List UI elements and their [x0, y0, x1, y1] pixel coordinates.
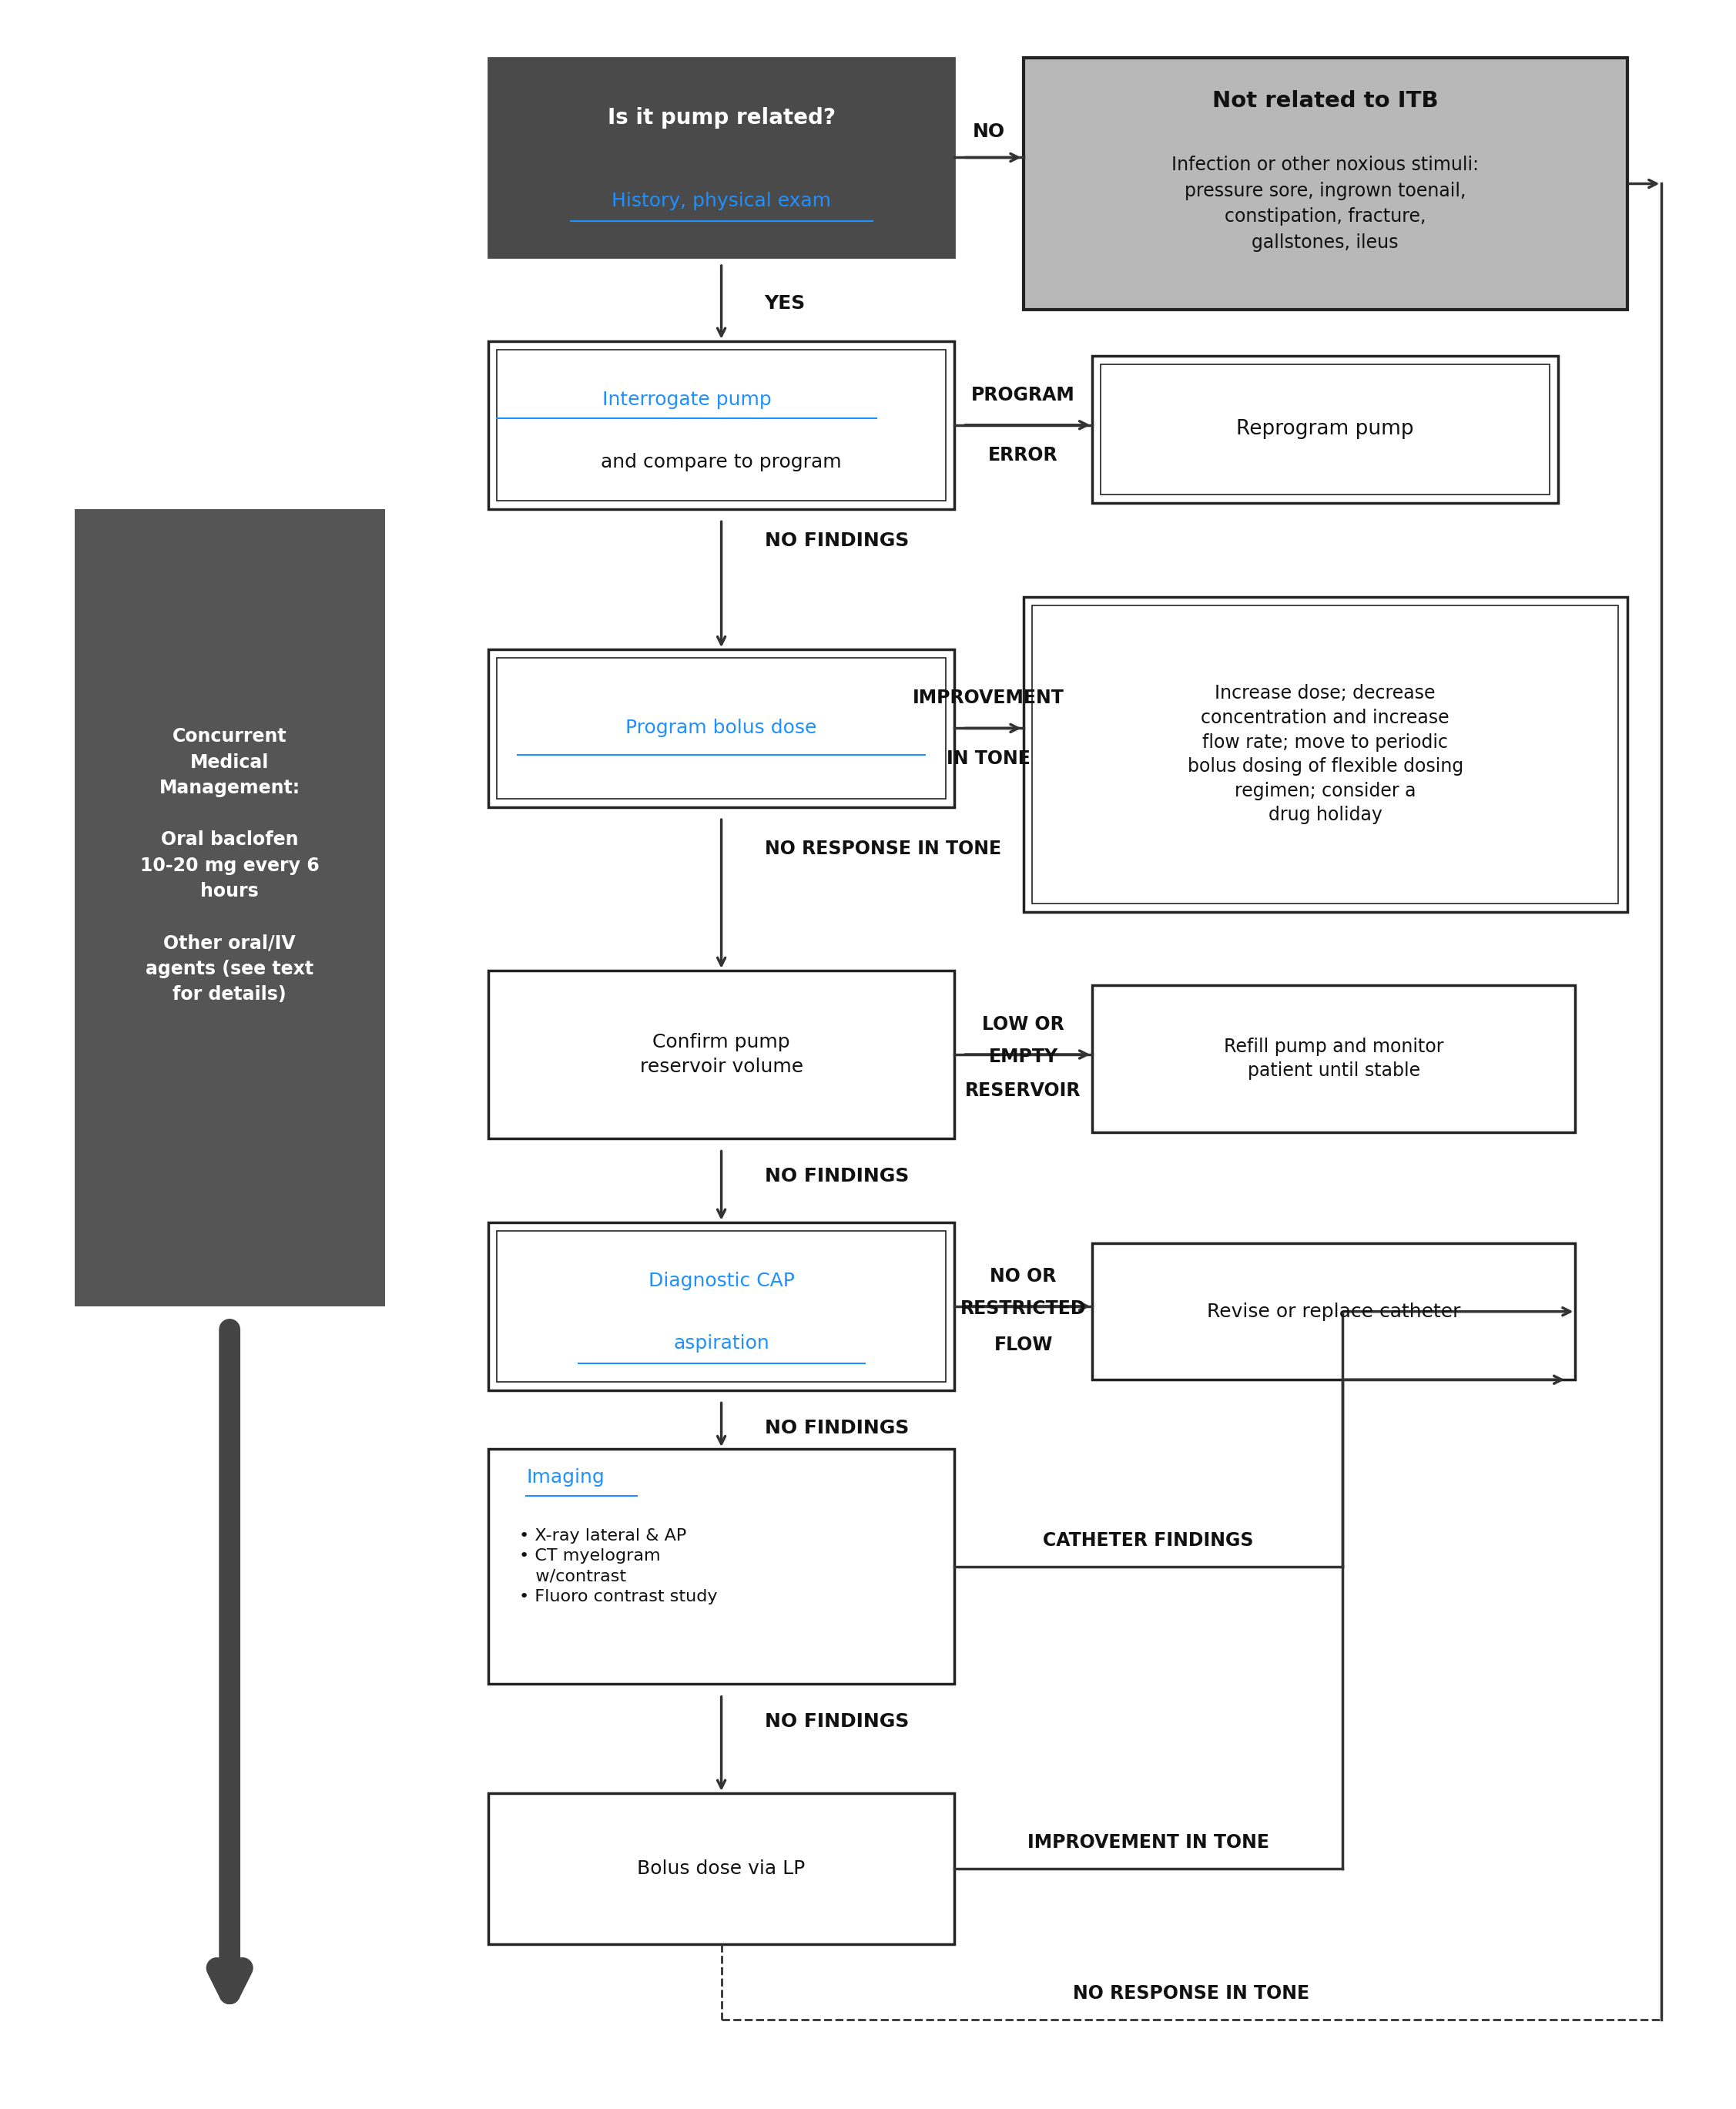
FancyBboxPatch shape — [496, 658, 946, 799]
Text: Interrogate pump: Interrogate pump — [602, 390, 771, 409]
Text: Reprogram pump: Reprogram pump — [1236, 420, 1415, 439]
FancyBboxPatch shape — [1092, 356, 1559, 502]
Text: NO FINDINGS: NO FINDINGS — [764, 1166, 908, 1185]
Text: NO OR: NO OR — [990, 1268, 1057, 1284]
Text: YES: YES — [764, 293, 806, 312]
Text: RESTRICTED: RESTRICTED — [960, 1299, 1087, 1318]
Text: NO FINDINGS: NO FINDINGS — [764, 531, 908, 550]
Text: Bolus dose via LP: Bolus dose via LP — [637, 1860, 806, 1877]
Text: NO RESPONSE IN TONE: NO RESPONSE IN TONE — [1073, 1985, 1309, 2004]
Text: Concurrent
Medical
Management:

Oral baclofen
10-20 mg every 6
hours

Other oral: Concurrent Medical Management: Oral bacl… — [141, 728, 319, 1004]
Text: LOW OR: LOW OR — [983, 1014, 1064, 1033]
FancyBboxPatch shape — [496, 350, 946, 500]
Text: History, physical exam: History, physical exam — [611, 192, 832, 211]
Text: NO: NO — [972, 122, 1005, 141]
Text: Diagnostic CAP: Diagnostic CAP — [648, 1272, 795, 1291]
FancyBboxPatch shape — [75, 508, 385, 1305]
FancyBboxPatch shape — [1023, 597, 1627, 911]
Text: Revise or replace catheter: Revise or replace catheter — [1207, 1301, 1460, 1320]
Text: FLOW: FLOW — [995, 1335, 1052, 1354]
FancyBboxPatch shape — [488, 1449, 955, 1683]
Text: Refill pump and monitor
patient until stable: Refill pump and monitor patient until st… — [1224, 1038, 1444, 1080]
Text: Increase dose; decrease
concentration and increase
flow rate; move to periodic
b: Increase dose; decrease concentration an… — [1187, 683, 1463, 825]
FancyBboxPatch shape — [1092, 985, 1575, 1133]
Text: Confirm pump
reservoir volume: Confirm pump reservoir volume — [639, 1033, 804, 1076]
FancyBboxPatch shape — [1031, 605, 1618, 903]
Text: IMPROVEMENT IN TONE: IMPROVEMENT IN TONE — [1028, 1833, 1269, 1852]
Text: RESERVOIR: RESERVOIR — [965, 1082, 1082, 1101]
FancyBboxPatch shape — [1023, 57, 1627, 310]
FancyBboxPatch shape — [496, 1232, 946, 1381]
Text: IMPROVEMENT: IMPROVEMENT — [913, 690, 1064, 707]
Text: PROGRAM: PROGRAM — [972, 386, 1075, 405]
Text: IN TONE: IN TONE — [946, 749, 1031, 768]
Text: and compare to program: and compare to program — [601, 453, 842, 470]
Text: Is it pump related?: Is it pump related? — [608, 108, 835, 129]
FancyBboxPatch shape — [488, 970, 955, 1139]
FancyBboxPatch shape — [488, 342, 955, 508]
Text: NO RESPONSE IN TONE: NO RESPONSE IN TONE — [764, 839, 1002, 858]
Text: ERROR: ERROR — [988, 445, 1059, 464]
Text: Infection or other noxious stimuli:
pressure sore, ingrown toenail,
constipation: Infection or other noxious stimuli: pres… — [1172, 156, 1479, 251]
Text: • X-ray lateral & AP
• CT myelogram
   w/contrast
• Fluoro contrast study: • X-ray lateral & AP • CT myelogram w/co… — [519, 1529, 717, 1605]
FancyBboxPatch shape — [488, 650, 955, 808]
Text: Program bolus dose: Program bolus dose — [625, 719, 818, 738]
Text: CATHETER FINDINGS: CATHETER FINDINGS — [1043, 1531, 1253, 1550]
Text: Imaging: Imaging — [526, 1468, 604, 1487]
FancyBboxPatch shape — [488, 1223, 955, 1390]
FancyBboxPatch shape — [1101, 365, 1550, 494]
Text: Not related to ITB: Not related to ITB — [1212, 91, 1439, 112]
Text: aspiration: aspiration — [674, 1335, 769, 1352]
Text: NO FINDINGS: NO FINDINGS — [764, 1419, 908, 1436]
Text: NO FINDINGS: NO FINDINGS — [764, 1713, 908, 1731]
FancyBboxPatch shape — [1092, 1244, 1575, 1379]
Text: EMPTY: EMPTY — [988, 1048, 1057, 1065]
FancyBboxPatch shape — [488, 57, 955, 257]
FancyBboxPatch shape — [488, 1793, 955, 1944]
